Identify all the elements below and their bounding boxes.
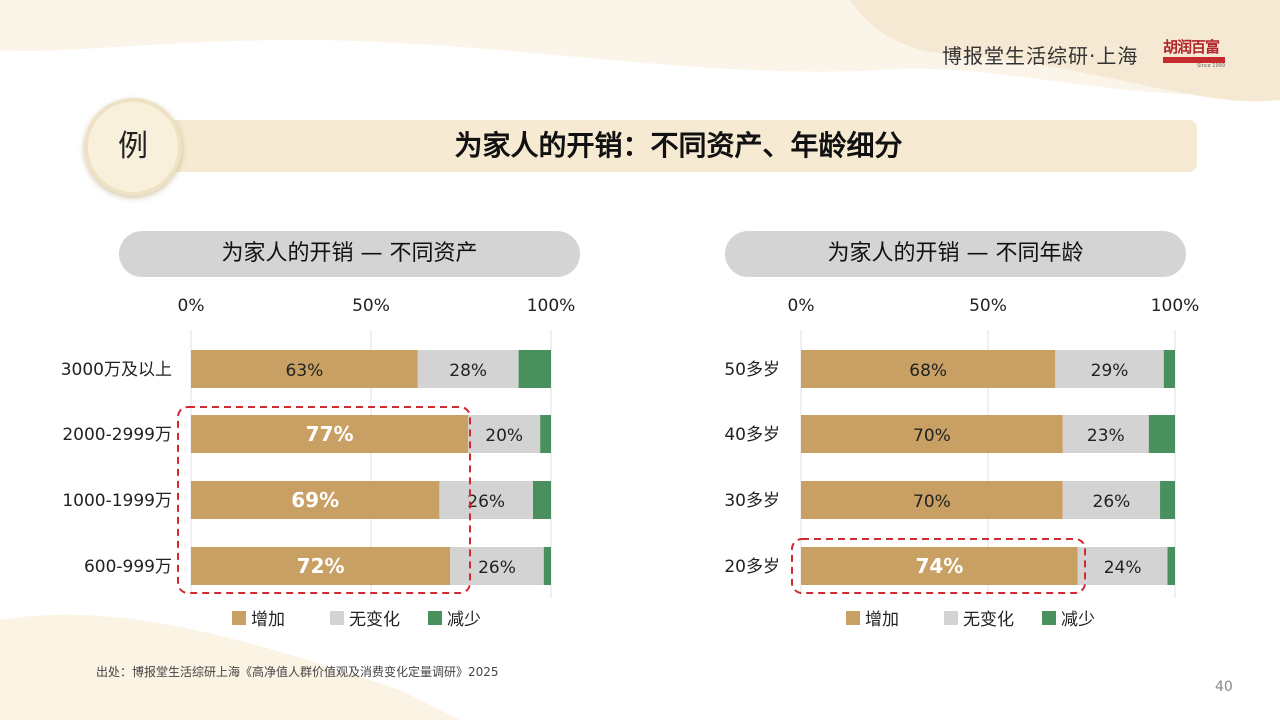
legend-label: 无变化 [349,610,400,630]
bar-segment-increase [191,481,440,519]
bar-segment-decrease [518,350,551,388]
bar-segment-increase [191,547,451,585]
bar-segment-increase [801,481,1063,519]
bar-segment-increase [801,350,1056,388]
data-label: 72% [297,554,345,578]
bar-segment-no-change [450,547,544,585]
bar-segment-no-change [1055,350,1164,388]
category-label: 50多岁 [724,360,780,380]
chart-title-assets: 为家人的开销 — 不同资产 [119,231,580,277]
bar-segment-decrease [1160,481,1175,519]
data-label: 23% [1087,426,1125,446]
bar-segment-decrease [540,415,551,453]
data-label: 26% [1093,492,1131,512]
bar-segment-increase [191,415,469,453]
x-tick-label: 0% [788,296,815,316]
bar-segment-decrease [543,547,551,585]
category-label: 40多岁 [724,425,780,445]
bar-segment-increase [801,547,1078,585]
category-label: 30多岁 [724,491,780,511]
highlight-box [791,538,1086,594]
category-label: 1000-1999万 [62,491,172,511]
bar-segment-decrease [1167,547,1175,585]
legend-swatch [232,611,246,625]
hurun-logo: 胡润百富 Since 1999 [1163,38,1225,69]
bar-segment-decrease [1148,415,1175,453]
legend-label: 增加 [865,610,899,630]
data-label: 20% [485,426,523,446]
bar-segment-no-change [1062,481,1161,519]
data-label: 70% [913,426,951,446]
source-note: 出处：博报堂生活综研上海《高净值人群价值观及消费变化定量调研》2025 [96,665,499,679]
bar-segment-increase [801,415,1063,453]
chart-title-age: 为家人的开销 — 不同年龄 [725,231,1186,277]
x-tick-label: 100% [527,296,576,316]
data-label: 68% [909,361,947,381]
legend-swatch [846,611,860,625]
legend-swatch [330,611,344,625]
example-badge: 例 [84,98,182,196]
data-label: 63% [286,361,324,381]
data-label: 29% [1091,361,1129,381]
bar-segment-no-change [417,350,519,388]
x-tick-label: 0% [178,296,205,316]
legend-label: 减少 [447,610,481,630]
data-label: 28% [449,361,487,381]
data-label: 70% [913,492,951,512]
page-number: 40 [1215,679,1233,695]
brand-name: 博报堂生活综研·上海 [942,44,1139,68]
page-title: 为家人的开销：不同资产、年龄细分 [454,129,903,162]
bar-segment-no-change [1062,415,1149,453]
category-label: 20多岁 [724,557,780,577]
data-label: 77% [306,422,354,446]
bar-segment-decrease [1163,350,1175,388]
legend-swatch [428,611,442,625]
data-label: 74% [915,554,963,578]
legend-swatch [944,611,958,625]
bar-segment-no-change [439,481,533,519]
bar-segment-no-change [1077,547,1168,585]
bar-segment-no-change [468,415,541,453]
x-tick-label: 50% [352,296,390,316]
title-bar [160,120,1197,172]
x-tick-label: 50% [969,296,1007,316]
legend-swatch [1042,611,1056,625]
legend-label: 无变化 [963,610,1014,630]
legend-label: 减少 [1061,610,1095,630]
data-label: 69% [291,488,339,512]
category-label: 2000-2999万 [62,425,172,445]
highlight-box [177,406,471,594]
category-label: 600-999万 [84,557,172,577]
category-label: 3000万及以上 [61,360,172,380]
data-label: 26% [478,558,516,578]
x-tick-label: 100% [1151,296,1200,316]
bar-segment-decrease [533,481,551,519]
data-label: 26% [467,492,505,512]
data-label: 24% [1104,558,1142,578]
legend-label: 增加 [251,610,285,630]
bar-segment-increase [191,350,418,388]
